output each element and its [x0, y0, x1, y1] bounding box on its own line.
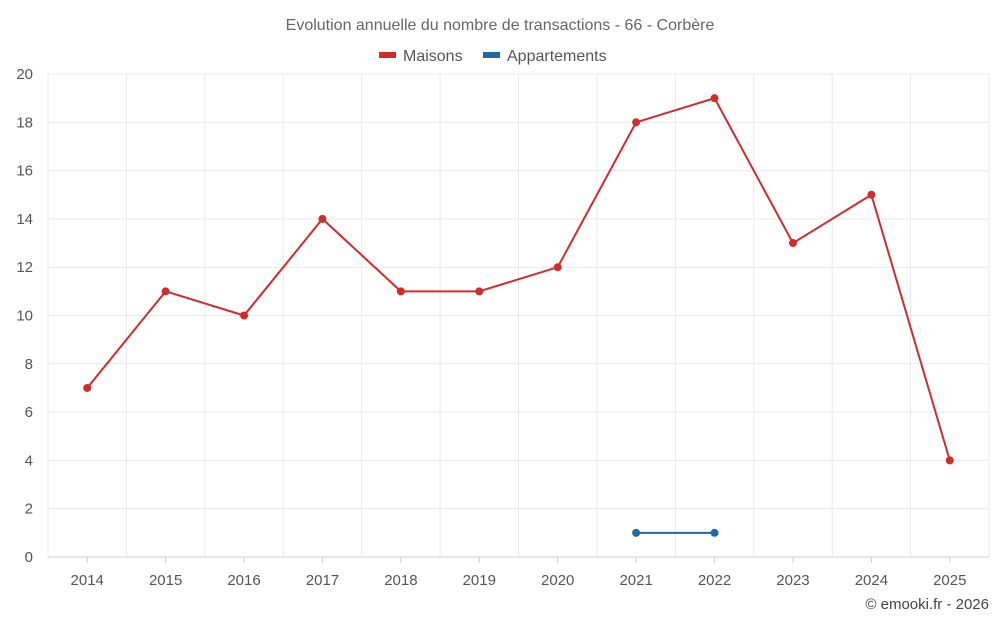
legend-swatch-maisons [379, 52, 396, 58]
x-tick-label: 2025 [933, 572, 966, 589]
data-point-maisons [161, 287, 170, 296]
y-tick-label: 12 [16, 259, 33, 276]
y-tick-label: 16 [16, 163, 33, 180]
y-tick-label: 8 [25, 356, 33, 373]
x-tick-label: 2016 [227, 572, 260, 589]
series [83, 94, 954, 537]
legend-label-maisons: Maisons [403, 48, 463, 65]
data-point-appartements [710, 528, 719, 537]
series-line-maisons [86, 97, 951, 461]
y-tick-label: 18 [16, 114, 33, 131]
data-point-maisons [396, 287, 405, 296]
data-point-maisons [83, 383, 92, 392]
data-point-maisons [788, 239, 797, 248]
credit-text: © emooki.fr - 2026 [865, 596, 989, 613]
y-tick-label: 10 [16, 308, 33, 325]
data-point-maisons [240, 311, 249, 320]
data-point-maisons [318, 214, 327, 223]
y-tick-label: 0 [25, 549, 33, 566]
data-point-maisons [710, 94, 719, 103]
grid [47, 73, 990, 557]
y-tick-label: 4 [25, 452, 33, 469]
x-tick-label: 2020 [541, 572, 574, 589]
x-tick-label: 2019 [463, 572, 496, 589]
legend-label-appartements: Appartements [507, 48, 607, 65]
x-tick-label: 2022 [698, 572, 731, 589]
y-tick-label: 2 [25, 501, 33, 518]
y-tick-label: 6 [25, 404, 33, 421]
data-point-maisons [945, 456, 954, 465]
x-tick-label: 2023 [776, 572, 809, 589]
data-point-maisons [475, 287, 484, 296]
x-tick-label: 2015 [149, 572, 182, 589]
x-tick-label: 2017 [306, 572, 339, 589]
y-tick-label: 14 [16, 211, 33, 228]
x-tick-label: 2024 [855, 572, 888, 589]
legend-swatch-appartements [483, 52, 500, 58]
y-tick-label: 20 [16, 66, 33, 83]
x-tick-label: 2018 [384, 572, 417, 589]
legend: Maisons Appartements [379, 48, 607, 65]
data-point-appartements [632, 528, 641, 537]
data-point-maisons [867, 190, 876, 199]
axes: 0 2 4 6 8 10 12 14 16 18 20 2014 2015 2016 2017 2018 201… [16, 66, 989, 589]
data-point-maisons [632, 118, 641, 127]
x-tick-label: 2021 [619, 572, 652, 589]
x-tick-label: 2014 [71, 572, 104, 589]
data-point-maisons [553, 263, 562, 272]
chart-title: Evolution annuelle du nombre de transact… [286, 17, 715, 34]
